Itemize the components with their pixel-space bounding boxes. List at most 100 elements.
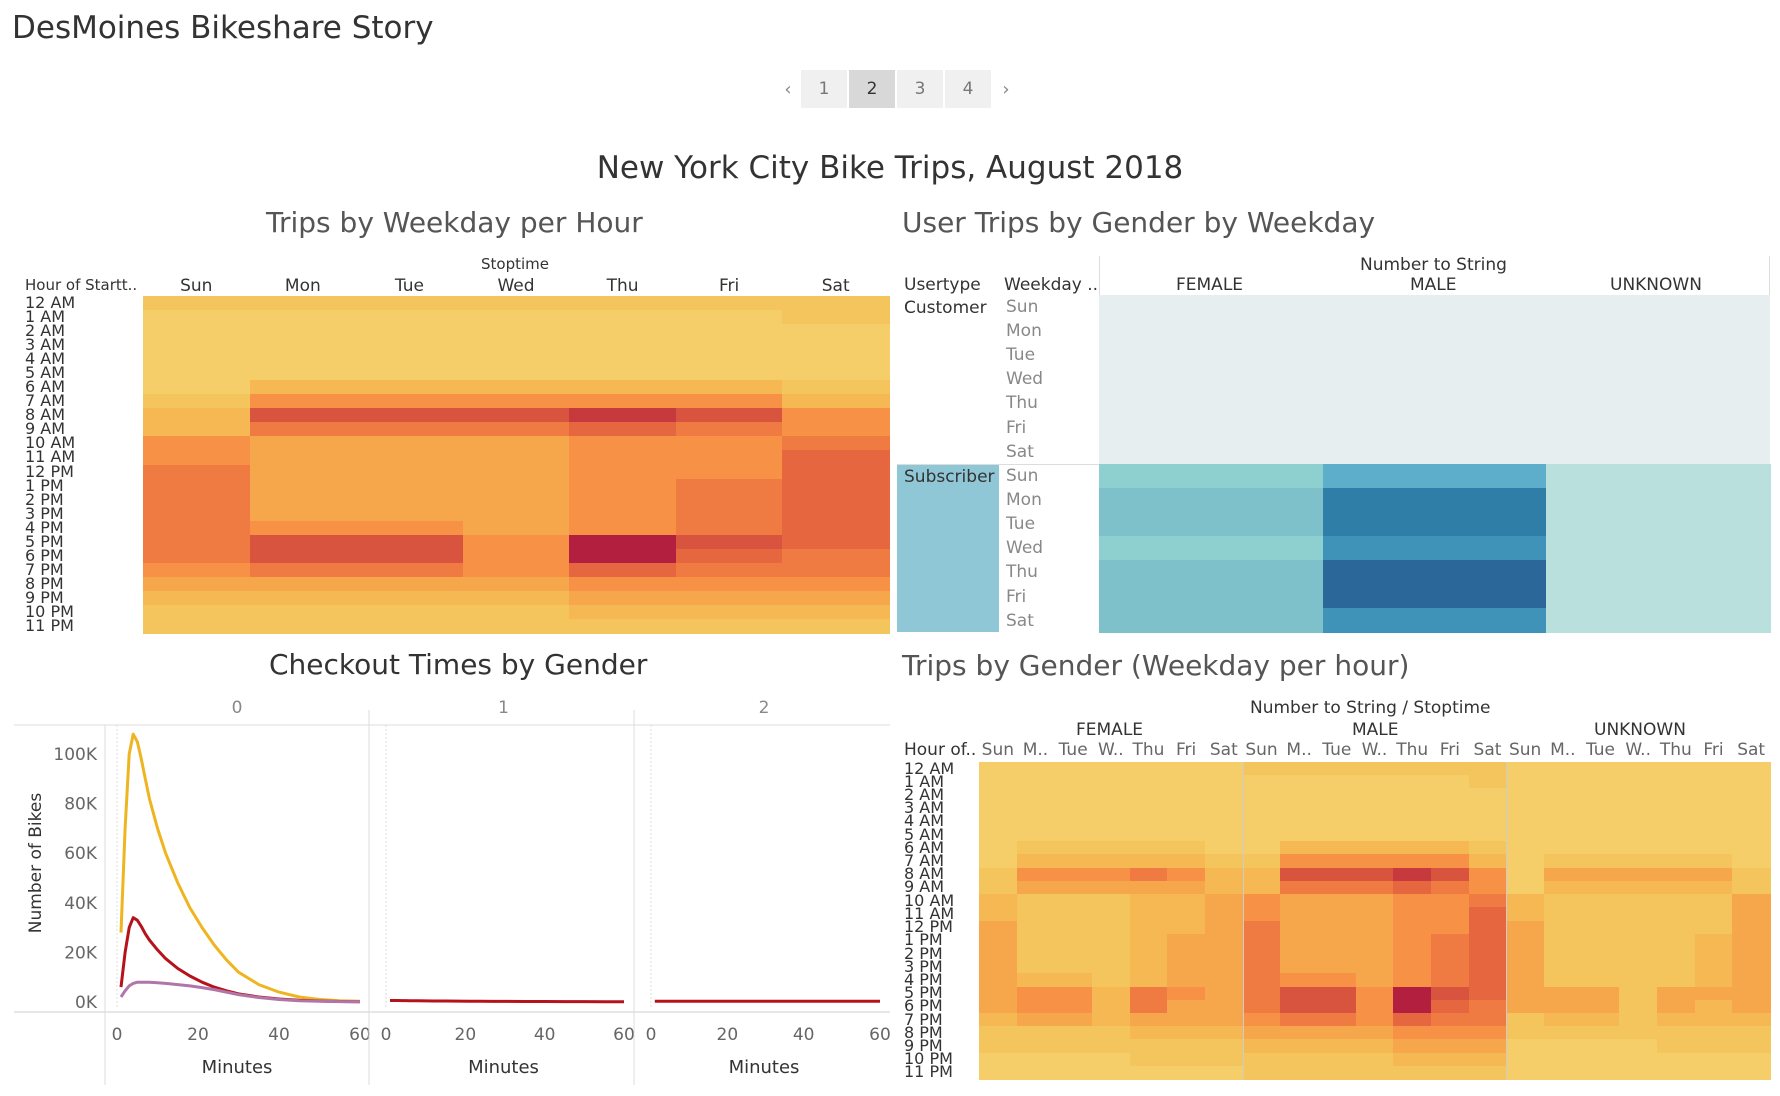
ws4-heat-cell[interactable] [1205, 880, 1244, 895]
ws4-heat-cell[interactable] [1205, 933, 1244, 948]
ws4-heat-cell[interactable] [1657, 1039, 1696, 1054]
ws1-heat-cell[interactable] [782, 450, 890, 466]
ws4-heat-cell[interactable] [1431, 1012, 1470, 1027]
ws1-heat-cell[interactable] [143, 590, 251, 606]
ws4-heat-cell[interactable] [979, 1026, 1018, 1040]
ws1-heat-cell[interactable] [249, 310, 357, 325]
ws4-heat-cell[interactable] [1581, 1039, 1620, 1054]
ws4-heat-cell[interactable] [1242, 1052, 1281, 1067]
ws4-heat-cell[interactable] [1280, 1039, 1319, 1054]
ws4-heat-cell[interactable] [1054, 801, 1093, 816]
ws1-heat-cell[interactable] [249, 436, 357, 452]
ws4-heat-cell[interactable] [1129, 814, 1168, 829]
ws2-heat-cell[interactable] [1099, 536, 1324, 561]
ws4-heat-cell[interactable] [1694, 841, 1733, 856]
ws4-heat-cell[interactable] [1544, 841, 1583, 856]
ws1-heat-cell[interactable] [356, 310, 464, 325]
ws4-heat-cell[interactable] [1129, 960, 1168, 974]
ws4-heat-cell[interactable] [1129, 907, 1168, 922]
ws4-heat-cell[interactable] [1393, 986, 1432, 1001]
ws1-heat-cell[interactable] [569, 338, 677, 353]
ws4-heat-cell[interactable] [1242, 801, 1281, 816]
ws1-heat-cell[interactable] [462, 380, 570, 395]
ws4-heat-cell[interactable] [1355, 762, 1394, 776]
ws4-heat-cell[interactable] [1506, 814, 1545, 829]
ws4-heat-cell[interactable] [1054, 775, 1093, 789]
ws1-heat-cell[interactable] [782, 590, 890, 606]
ws2-heat-cell[interactable] [1099, 464, 1324, 489]
ws4-heat-cell[interactable] [1468, 986, 1507, 1001]
ws4-heat-cell[interactable] [1205, 973, 1244, 988]
ws4-heat-cell[interactable] [1657, 933, 1696, 948]
ws4-heat-cell[interactable] [1619, 775, 1658, 789]
ws4-heat-cell[interactable] [1619, 1012, 1658, 1027]
ws4-heat-cell[interactable] [1242, 1026, 1281, 1040]
ws4-heat-cell[interactable] [1544, 775, 1583, 789]
ws4-heat-cell[interactable] [1581, 1026, 1620, 1040]
ws3-series-line-2[interactable] [119, 980, 361, 1004]
ws4-heat-cell[interactable] [1016, 920, 1055, 935]
prev-page-button[interactable]: ‹ [784, 78, 792, 100]
ws4-heat-cell[interactable] [1694, 762, 1733, 776]
ws4-heat-cell[interactable] [1619, 920, 1658, 935]
ws4-heat-cell[interactable] [1431, 841, 1470, 856]
ws1-heat-cell[interactable] [249, 604, 357, 620]
ws4-heat-cell[interactable] [1092, 933, 1131, 948]
ws4-heat-cell[interactable] [1242, 762, 1281, 776]
next-page-button[interactable]: › [1002, 78, 1010, 100]
ws4-heat-cell[interactable] [979, 880, 1018, 895]
ws4-heat-cell[interactable] [1242, 933, 1281, 948]
ws4-heat-cell[interactable] [1657, 762, 1696, 776]
ws4-heat-cell[interactable] [1129, 986, 1168, 1001]
ws1-heat-cell[interactable] [143, 534, 251, 550]
ws4-heat-cell[interactable] [979, 946, 1018, 961]
ws4-heat-cell[interactable] [1393, 894, 1432, 908]
ws1-heat-cell[interactable] [143, 310, 251, 325]
ws1-heat-cell[interactable] [462, 408, 570, 423]
ws4-heat-cell[interactable] [1581, 920, 1620, 935]
ws4-heat-cell[interactable] [1242, 973, 1281, 988]
ws4-heat-cell[interactable] [1129, 788, 1168, 803]
ws4-heat-cell[interactable] [1318, 1065, 1357, 1080]
ws1-heat-cell[interactable] [462, 520, 570, 536]
ws1-heat-cell[interactable] [249, 366, 357, 381]
ws4-heat-cell[interactable] [979, 999, 1018, 1014]
ws4-heat-cell[interactable] [1657, 973, 1696, 988]
ws1-heat-cell[interactable] [356, 478, 464, 494]
ws4-heat-cell[interactable] [1092, 788, 1131, 803]
ws4-heat-cell[interactable] [1431, 1052, 1470, 1067]
ws4-heat-cell[interactable] [1581, 788, 1620, 803]
ws4-heat-cell[interactable] [1167, 841, 1206, 856]
ws4-heat-cell[interactable] [1167, 788, 1206, 803]
ws4-heat-cell[interactable] [1657, 920, 1696, 935]
ws4-heat-cell[interactable] [1129, 1052, 1168, 1067]
ws4-heat-cell[interactable] [1280, 1012, 1319, 1027]
ws4-heat-cell[interactable] [1657, 1052, 1696, 1067]
ws4-heat-cell[interactable] [1167, 1026, 1206, 1040]
ws4-heat-cell[interactable] [1280, 880, 1319, 895]
ws4-heat-cell[interactable] [1468, 788, 1507, 803]
ws4-heat-cell[interactable] [1129, 973, 1168, 988]
ws4-heat-cell[interactable] [1054, 946, 1093, 961]
ws4-heat-cell[interactable] [1092, 1012, 1131, 1027]
ws4-heat-cell[interactable] [1544, 814, 1583, 829]
ws4-heat-cell[interactable] [1468, 867, 1507, 882]
ws4-heat-cell[interactable] [1242, 960, 1281, 974]
ws4-heat-cell[interactable] [1657, 960, 1696, 974]
ws1-heat-cell[interactable] [143, 436, 251, 452]
ws4-heat-cell[interactable] [1581, 999, 1620, 1014]
ws3-series-line-3[interactable] [390, 999, 624, 1004]
ws4-heat-cell[interactable] [1506, 1012, 1545, 1027]
ws4-heat-cell[interactable] [1167, 986, 1206, 1001]
ws4-heat-cell[interactable] [1619, 999, 1658, 1014]
ws4-heat-cell[interactable] [1016, 762, 1055, 776]
ws4-heat-cell[interactable] [1732, 814, 1771, 829]
ws2-heat-cell[interactable] [1546, 608, 1771, 633]
ws1-heat-cell[interactable] [675, 408, 783, 423]
ws4-heat-cell[interactable] [1393, 762, 1432, 776]
ws1-heat-cell[interactable] [462, 604, 570, 620]
ws4-heat-cell[interactable] [1431, 854, 1470, 869]
ws4-heat-cell[interactable] [1318, 894, 1357, 908]
ws4-heat-cell[interactable] [1318, 960, 1357, 974]
ws1-heat-cell[interactable] [462, 296, 570, 311]
